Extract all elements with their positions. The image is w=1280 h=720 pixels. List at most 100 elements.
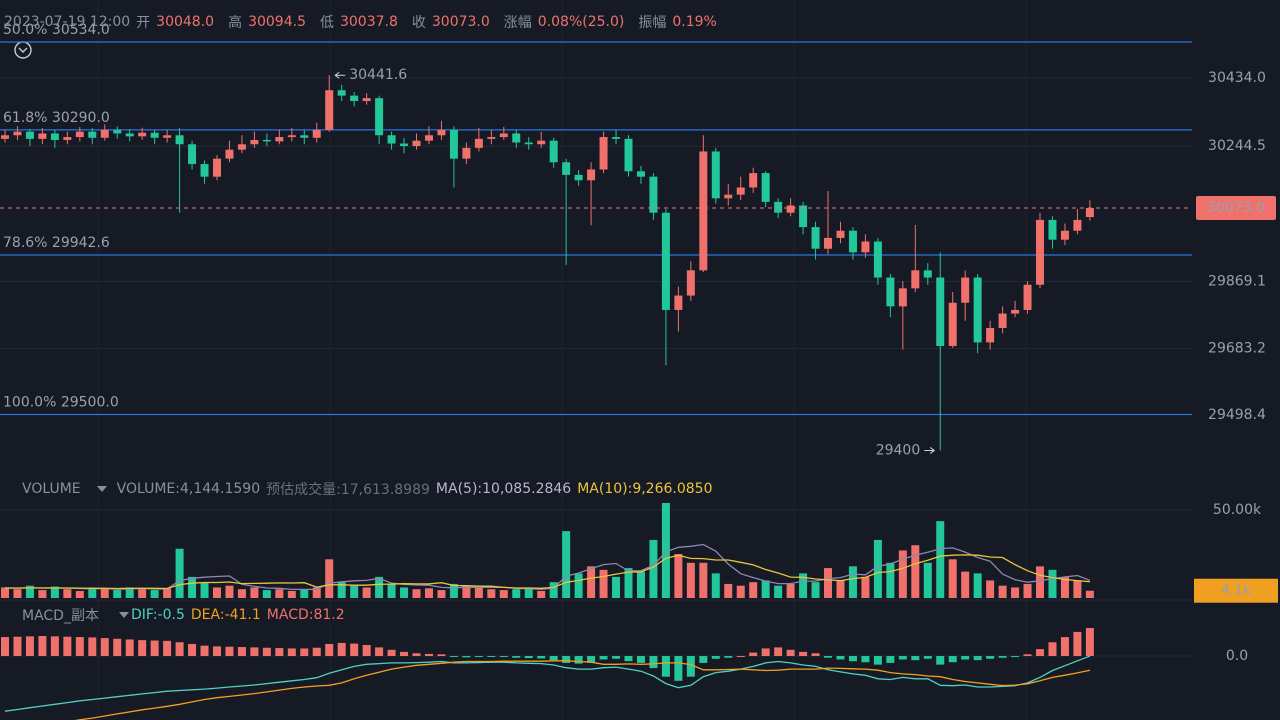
macd-bar xyxy=(574,656,583,664)
candle-body xyxy=(848,230,857,253)
candle-body xyxy=(387,135,396,144)
candle-body xyxy=(948,302,957,346)
candle-body xyxy=(512,133,521,143)
macd-bar xyxy=(986,656,995,659)
volume-bar xyxy=(1,587,9,598)
y-tick-label: 29498.4 xyxy=(1208,407,1266,423)
macd-bar xyxy=(13,636,22,657)
volume-bar xyxy=(262,590,271,598)
field-label: 振幅 xyxy=(638,15,667,31)
volume-bar xyxy=(599,569,608,598)
macd-bar xyxy=(362,644,371,657)
macd-bar xyxy=(699,656,708,663)
volume-bar xyxy=(100,588,109,598)
fib-label: 100.0% 29500.0 xyxy=(3,394,119,410)
panel-title: VOLUME xyxy=(22,481,81,497)
volume-bar xyxy=(562,531,571,598)
volume-bar xyxy=(923,562,932,598)
volume-bar xyxy=(973,573,982,598)
volume-bar xyxy=(724,583,733,598)
macd-bar xyxy=(711,656,720,659)
macd-bar xyxy=(624,656,633,662)
volume-bar xyxy=(824,568,833,598)
macd-bar xyxy=(599,656,608,660)
candle-body xyxy=(861,241,870,253)
macd-bar xyxy=(100,638,109,657)
fib-label: 61.8% 30290.0 xyxy=(3,110,110,126)
candle-body xyxy=(961,277,970,303)
macd-bar xyxy=(861,656,870,663)
field-value: 0.08%(25.0) xyxy=(537,14,625,30)
volume-bar xyxy=(587,566,596,598)
candle-body xyxy=(487,137,496,139)
candle-body xyxy=(262,139,271,142)
macd-bar xyxy=(38,636,47,657)
macd-bar xyxy=(337,642,346,657)
collapse-icon[interactable] xyxy=(14,41,32,59)
macd-bar xyxy=(524,656,533,659)
volume-bar xyxy=(998,585,1007,598)
candle-body xyxy=(724,194,733,199)
field-label: 涨幅 xyxy=(503,15,532,31)
macd-bar xyxy=(961,656,970,660)
volume-bar xyxy=(537,590,546,598)
macd-bar xyxy=(487,656,496,658)
indicator-line xyxy=(5,554,1090,590)
macd-bar xyxy=(474,656,483,658)
macd-bar xyxy=(312,647,321,657)
macd-bar xyxy=(350,643,359,657)
volume-bar xyxy=(836,580,845,598)
macd-bar xyxy=(212,646,221,657)
candle-body xyxy=(824,237,833,249)
macd-bar xyxy=(998,656,1007,658)
candle-body xyxy=(113,129,122,134)
low-label: 29400 xyxy=(876,442,921,458)
volume-tag xyxy=(1194,578,1278,603)
volume-bar xyxy=(711,573,720,598)
macd-menu[interactable] xyxy=(119,612,129,618)
macd-bar xyxy=(936,656,945,665)
candle-body xyxy=(599,137,608,170)
volume-bar xyxy=(487,589,496,598)
candle-body xyxy=(100,129,109,138)
legend-item: MACD:81.2 xyxy=(266,607,345,623)
volume-bar xyxy=(911,545,920,598)
field-label: 低 xyxy=(319,15,334,31)
volume-bar xyxy=(387,583,396,598)
candle-body xyxy=(250,139,259,145)
candle-body xyxy=(50,133,59,140)
macd-bar xyxy=(636,656,645,663)
volume-bar xyxy=(861,576,870,598)
macd-bar xyxy=(63,636,72,657)
volume-bar xyxy=(1036,566,1045,598)
macd-bar xyxy=(587,656,596,663)
volume-bar xyxy=(50,586,59,598)
candle-body xyxy=(649,176,658,213)
candle-body xyxy=(163,135,172,138)
volume-bar xyxy=(237,589,246,598)
candle-body xyxy=(38,133,47,139)
volume-bar xyxy=(1073,580,1082,598)
arrow xyxy=(924,447,936,454)
datetime: 2023-07-19 12:00 xyxy=(4,14,131,30)
candle-body xyxy=(1048,219,1057,240)
macd-bar xyxy=(325,643,334,657)
volume-bar xyxy=(612,576,621,598)
candle-body xyxy=(711,151,720,199)
macd-bar xyxy=(562,656,571,663)
volume-bar xyxy=(88,587,97,598)
volume-menu[interactable] xyxy=(97,486,107,492)
volume-bar xyxy=(1048,569,1057,598)
candle-body xyxy=(661,212,670,310)
volume-bar xyxy=(549,582,558,598)
price-tag xyxy=(1196,196,1276,221)
macd-bar xyxy=(923,656,932,659)
price-tag-label: 30073.0 xyxy=(1207,200,1265,216)
candle-body xyxy=(13,131,22,136)
macd-bar xyxy=(287,648,296,657)
field-value: 30073.0 xyxy=(431,14,490,30)
volume-bar xyxy=(574,573,583,598)
macd-bar xyxy=(898,656,907,660)
candle-body xyxy=(674,295,683,310)
